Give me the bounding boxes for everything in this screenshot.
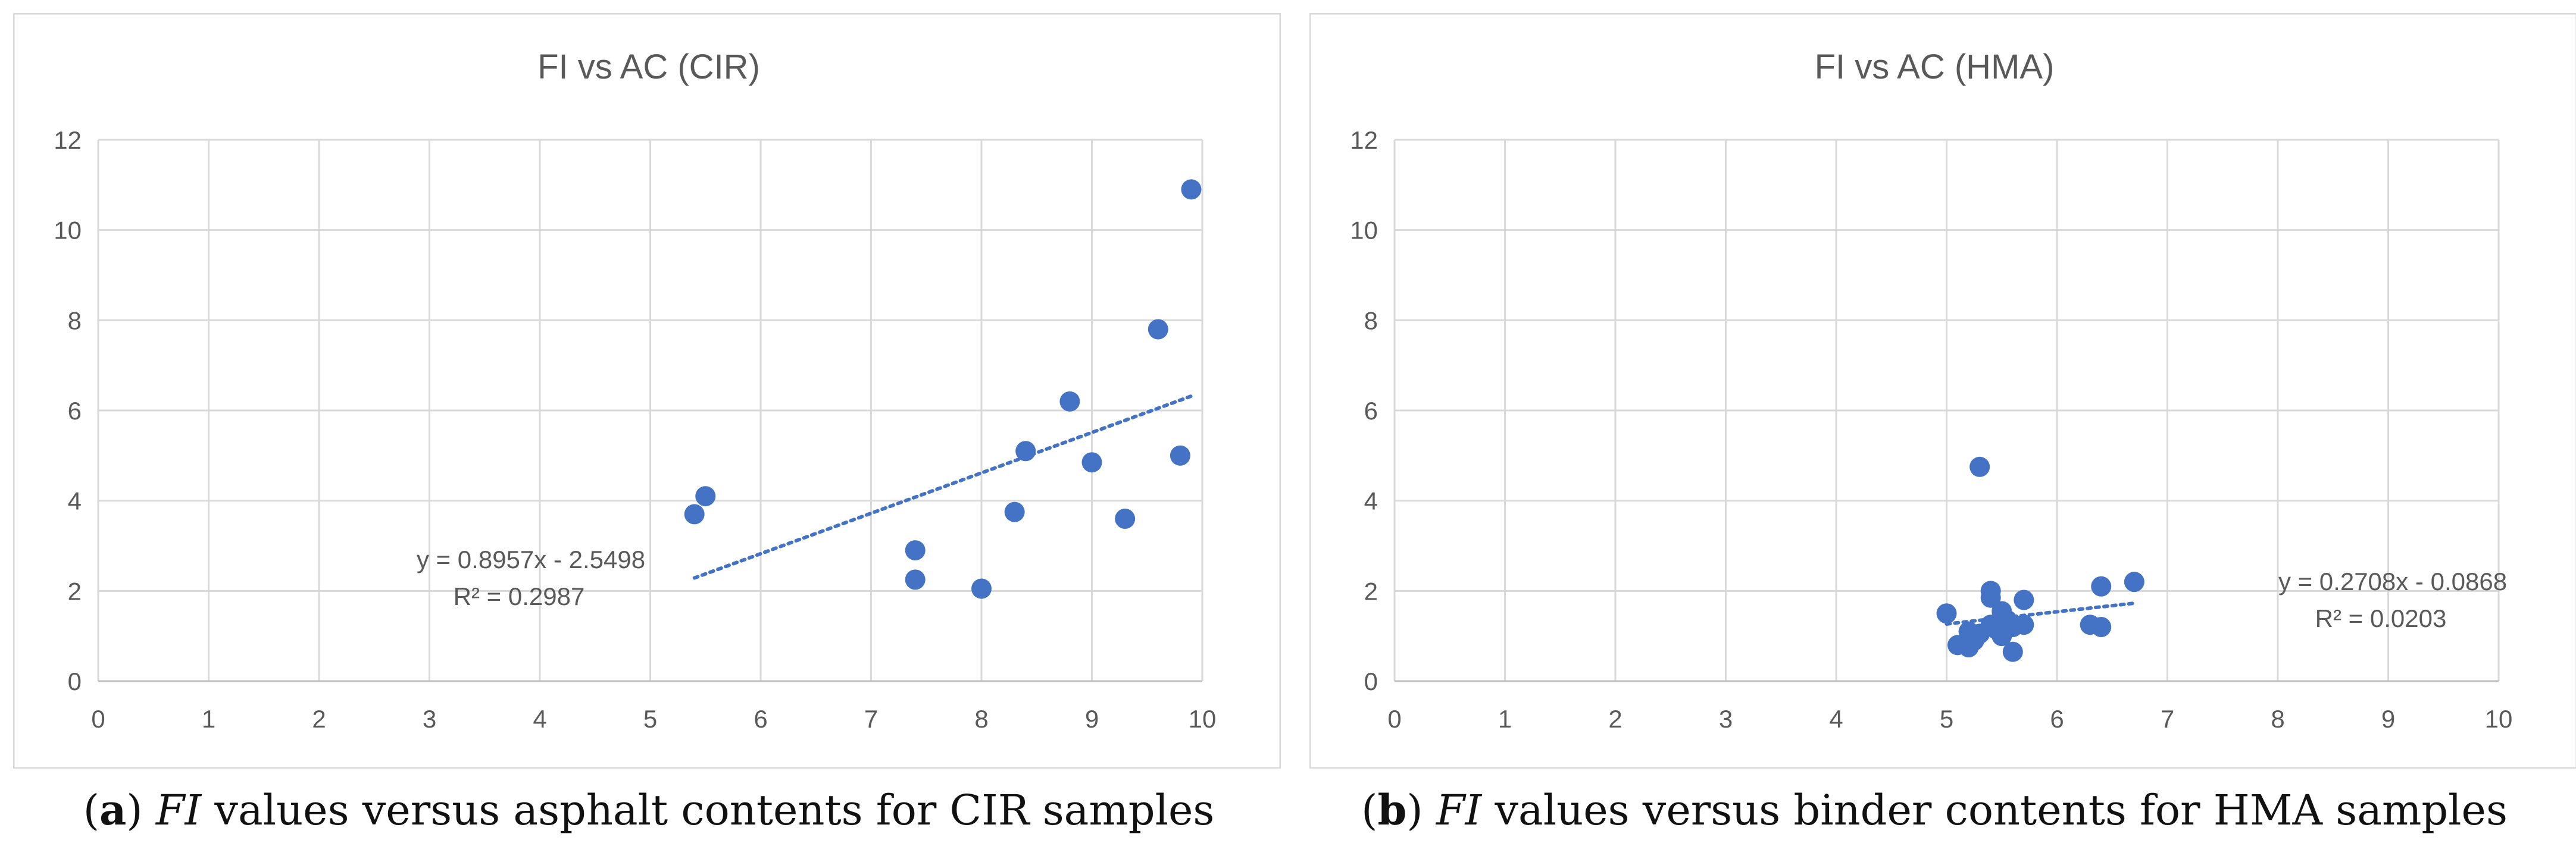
data-point	[2014, 590, 2034, 610]
chart-panel-hma: FI vs AC (HMA) 0 1 2 3 4 5 6 7 8 9 10 0 2 4 6 8 10 12 y =…	[1309, 13, 2576, 769]
x-tick-label: 1	[202, 705, 215, 733]
x-tick-label: 1	[1498, 705, 1512, 733]
x-tick-label: 10	[1189, 705, 1217, 733]
x-tick-label: 10	[2485, 705, 2513, 733]
data-point	[2014, 615, 2034, 635]
y-tick-label: 8	[1364, 306, 1378, 334]
y-tick-label: 2	[68, 577, 82, 605]
chart-border	[1309, 13, 2576, 769]
caption-italic-term: FI	[1436, 786, 1482, 835]
data-point	[1081, 452, 1102, 473]
x-tick-label: 7	[2161, 705, 2174, 733]
chart-title: FI vs AC (HMA)	[1815, 48, 2055, 86]
trendline	[1944, 601, 2136, 626]
r-squared-label: R² = 0.2987	[454, 582, 585, 610]
y-tick-label: 8	[68, 306, 82, 334]
data-point	[695, 486, 716, 507]
y-tick-label: 6	[68, 397, 82, 425]
data-point	[1181, 179, 1202, 200]
data-point	[1059, 391, 1080, 412]
caption-hma: (b) FI values versus binder contents for…	[1361, 785, 2508, 835]
chart-panel-cir: FI vs AC (CIR) 0 1 2 3 4 5 6 7 8 9 10 0 2 4 6 8 10 12 y =…	[13, 13, 1281, 769]
caption-italic-term: FI	[155, 786, 202, 835]
data-point	[971, 578, 992, 599]
x-tick-label: 3	[423, 705, 436, 733]
x-tick-label: 4	[533, 705, 546, 733]
x-tick-label: 8	[974, 705, 988, 733]
y-tick-label: 12	[54, 126, 82, 154]
data-point	[1980, 587, 2001, 608]
x-tick-label: 9	[1085, 705, 1099, 733]
trendline	[692, 394, 1193, 580]
x-tick-label: 3	[1719, 705, 1733, 733]
data-point	[1170, 445, 1190, 466]
data-point	[2002, 641, 2023, 662]
x-tick-label: 8	[2271, 705, 2284, 733]
data-point	[905, 540, 926, 561]
x-tick-label: 4	[1829, 705, 1843, 733]
caption-cir: (a) FI values versus asphalt contents fo…	[83, 785, 1215, 835]
y-tick-label: 4	[68, 487, 82, 515]
trendline-equation: y = 0.2708x - 0.0868	[2278, 568, 2507, 595]
y-tick-label: 12	[1350, 126, 1378, 154]
y-tick-label: 10	[54, 217, 82, 244]
x-tick-label: 9	[2381, 705, 2395, 733]
x-tick-label: 0	[91, 705, 105, 733]
trendline-equation: y = 0.8957x - 2.5498	[417, 546, 645, 573]
data-point	[2091, 576, 2112, 597]
x-tick-label: 6	[754, 705, 767, 733]
y-tick-label: 10	[1350, 217, 1378, 244]
data-point	[1969, 456, 1990, 477]
data-point	[2091, 617, 2112, 637]
data-point	[1015, 441, 1036, 462]
data-point	[905, 569, 926, 590]
data-point	[684, 504, 705, 525]
data-point	[2124, 572, 2144, 592]
caption-text: values versus asphalt contents for CIR s…	[201, 786, 1215, 835]
chart-title: FI vs AC (CIR)	[537, 48, 760, 86]
data-point	[1148, 319, 1168, 340]
data-point	[1004, 501, 1025, 522]
x-tick-label: 2	[1608, 705, 1622, 733]
x-tick-label: 5	[1940, 705, 1953, 733]
y-tick-label: 0	[68, 667, 82, 695]
data-point	[1936, 603, 1957, 624]
y-tick-label: 4	[1364, 487, 1378, 515]
chart-border	[13, 13, 1281, 769]
x-tick-label: 2	[312, 705, 326, 733]
y-tick-label: 0	[1364, 667, 1378, 695]
x-tick-label: 6	[2050, 705, 2064, 733]
x-tick-label: 0	[1387, 705, 1401, 733]
caption-label: a	[99, 785, 127, 835]
caption-label: b	[1377, 785, 1407, 835]
y-tick-label: 2	[1364, 577, 1378, 605]
y-tick-label: 6	[1364, 397, 1378, 425]
r-squared-label: R² = 0.0203	[2315, 604, 2447, 632]
x-tick-label: 7	[864, 705, 878, 733]
caption-text: values versus binder contents for HMA sa…	[1481, 786, 2508, 835]
data-point	[1115, 509, 1136, 529]
x-tick-label: 5	[643, 705, 657, 733]
